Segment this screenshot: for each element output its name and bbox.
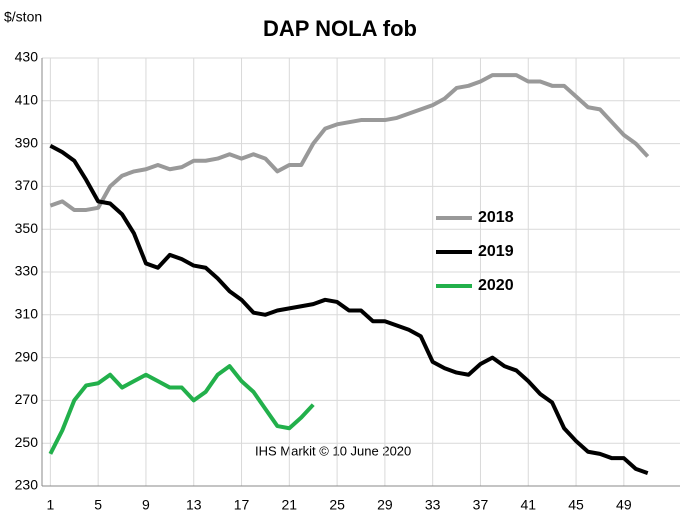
x-tick-label: 9 [142, 497, 150, 513]
data-line [48, 364, 315, 455]
y-tick-label: 330 [15, 263, 39, 279]
x-tick-label: 49 [616, 497, 632, 513]
y-tick-label: 430 [15, 49, 39, 65]
y-tick-label: 290 [15, 348, 39, 364]
y-tick-label: 350 [15, 220, 39, 236]
x-tick-label: 29 [377, 497, 393, 513]
y-tick-label: 250 [15, 434, 39, 450]
data-line [49, 143, 649, 476]
y-tick-label: 310 [15, 306, 39, 322]
x-tick-label: 37 [473, 497, 489, 513]
x-tick-label: 33 [425, 497, 441, 513]
x-tick-label: 17 [234, 497, 250, 513]
y-tick-label: 370 [15, 177, 39, 193]
x-tick-label: 13 [186, 497, 202, 513]
legend-label: 2019 [478, 243, 514, 260]
data-line [49, 73, 650, 212]
x-tick-label: 41 [520, 497, 536, 513]
x-tick-label: 1 [46, 497, 54, 513]
annotation: IHS Markit © 10 June 2020 [255, 443, 411, 458]
y-tick-label: 230 [15, 477, 39, 493]
y-axis-label: $/ston [4, 9, 42, 25]
x-tick-label: 25 [329, 497, 345, 513]
legend-label: 2018 [478, 209, 514, 226]
y-tick-label: 390 [15, 134, 39, 150]
x-tick-label: 45 [568, 497, 584, 513]
legend-label: 2020 [478, 277, 514, 294]
chart-title: DAP NOLA fob [263, 16, 417, 41]
x-tick-label: 21 [282, 497, 298, 513]
y-tick-label: 270 [15, 391, 39, 407]
x-tick-label: 5 [94, 497, 102, 513]
y-tick-label: 410 [15, 92, 39, 108]
